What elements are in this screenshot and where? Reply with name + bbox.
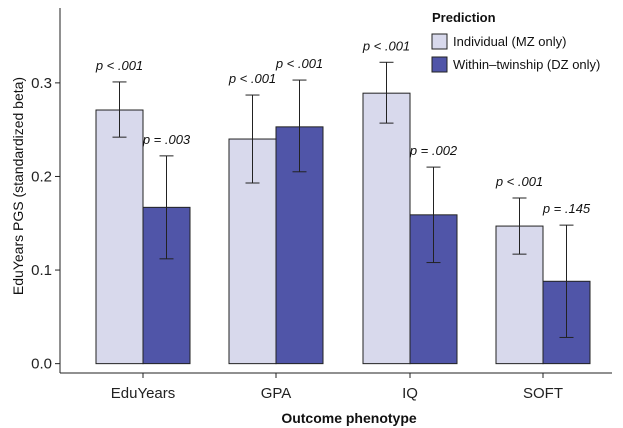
error-bar-soft-series-1 bbox=[512, 197, 527, 255]
y-axis-ticks: 0.0 0.1 0.2 0.3 bbox=[31, 75, 60, 373]
bar-iq-series-1 bbox=[362, 92, 411, 365]
legend-items: Individual (MZ only) Within–twinship (DZ … bbox=[431, 33, 600, 73]
y-tick-label: 0.1 bbox=[31, 262, 52, 279]
p-value-label-eduyears-series-1: p < .001 bbox=[95, 58, 143, 73]
y-tick-label: 0.2 bbox=[31, 168, 52, 185]
y-tick-label: 0.3 bbox=[31, 75, 52, 92]
legend-swatch-series-2 bbox=[431, 56, 448, 73]
legend-label-series-2: Within–twinship (DZ only) bbox=[453, 57, 600, 72]
y-axis-title: EduYears PGS (standardized beta) bbox=[10, 77, 26, 295]
p-value-label-iq-series-1: p < .001 bbox=[362, 38, 410, 53]
error-bar-gpa-series-1 bbox=[245, 94, 260, 184]
error-bar-gpa-series-2 bbox=[292, 79, 307, 173]
p-value-label-eduyears-series-2: p = .003 bbox=[142, 132, 191, 147]
error-bar-eduyears-series-2 bbox=[159, 155, 174, 260]
p-value-label-gpa-series-1: p < .001 bbox=[228, 71, 276, 86]
p-value-label-iq-series-2: p = .002 bbox=[409, 143, 458, 158]
legend: Prediction Individual (MZ only) Within–tw… bbox=[431, 10, 600, 73]
legend-label-series-1: Individual (MZ only) bbox=[453, 34, 566, 49]
x-tick-label-gpa: GPA bbox=[261, 385, 292, 402]
x-tick-label-soft: SOFT bbox=[523, 385, 563, 402]
error-bars-layer bbox=[112, 61, 574, 338]
legend-title: Prediction bbox=[432, 10, 496, 25]
p-value-label-soft-series-1: p < .001 bbox=[495, 174, 543, 189]
error-bar-eduyears-series-1 bbox=[112, 81, 127, 138]
x-tick-label-iq: IQ bbox=[402, 385, 418, 402]
y-tick-label: 0.0 bbox=[31, 356, 52, 373]
p-value-label-gpa-series-2: p < .001 bbox=[275, 56, 323, 71]
p-value-label-soft-series-2: p = .145 bbox=[542, 201, 591, 216]
error-bar-iq-series-1 bbox=[379, 61, 394, 124]
legend-swatch-series-1 bbox=[431, 33, 448, 50]
bar-eduyears-series-1 bbox=[95, 109, 144, 365]
x-tick-label-eduyears: EduYears bbox=[111, 385, 176, 402]
error-bar-soft-series-2 bbox=[559, 224, 574, 338]
x-axis-title: Outcome phenotype bbox=[281, 410, 417, 426]
x-axis-ticks: EduYears GPA IQ SOFT bbox=[111, 373, 563, 402]
error-bar-iq-series-2 bbox=[426, 166, 441, 264]
